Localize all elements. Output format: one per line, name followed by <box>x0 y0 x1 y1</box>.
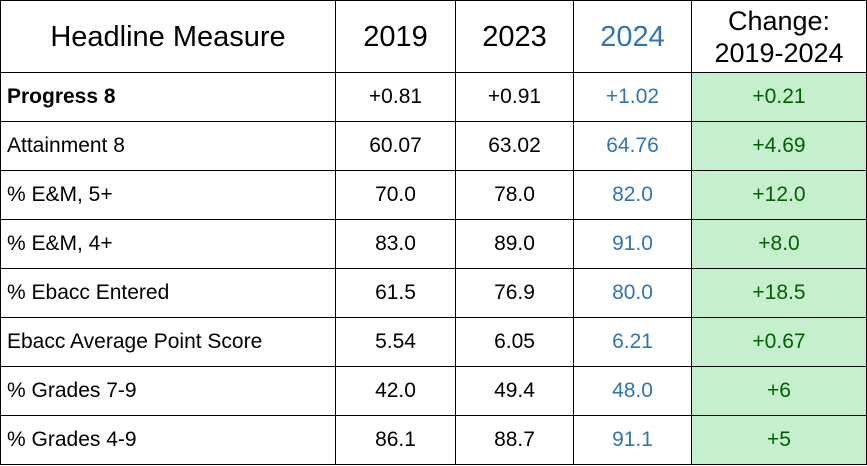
cell-measure: % Grades 4-9 <box>0 415 336 465</box>
cell-2019: 61.5 <box>335 268 456 318</box>
table-row: Ebacc Average Point Score 5.54 6.05 6.21… <box>0 317 867 367</box>
cell-2024: +1.02 <box>573 72 692 122</box>
header-change-line1: Change: <box>727 5 831 36</box>
cell-2019: 86.1 <box>335 415 456 465</box>
cell-change: +0.21 <box>691 72 867 122</box>
cell-2024: 91.0 <box>573 219 692 269</box>
table-row: % E&M, 4+ 83.0 89.0 91.0 +8.0 <box>0 219 867 269</box>
cell-measure: Attainment 8 <box>0 121 336 171</box>
cell-2019: 60.07 <box>335 121 456 171</box>
header-change-line2: 2019-2024 <box>714 37 844 68</box>
header-2023: 2023 <box>455 0 574 73</box>
header-row: Headline Measure 2019 2023 2024 Change: … <box>0 0 867 73</box>
cell-change: +18.5 <box>691 268 867 318</box>
cell-change: +5 <box>691 415 867 465</box>
header-2019: 2019 <box>335 0 456 73</box>
cell-2019: 42.0 <box>335 366 456 416</box>
cell-2024: 6.21 <box>573 317 692 367</box>
table-row: % Grades 4-9 86.1 88.7 91.1 +5 <box>0 415 867 465</box>
cell-2024: 80.0 <box>573 268 692 318</box>
cell-2024: 64.76 <box>573 121 692 171</box>
header-2024: 2024 <box>573 0 692 73</box>
cell-2023: +0.91 <box>455 72 574 122</box>
cell-measure: Ebacc Average Point Score <box>0 317 336 367</box>
cell-measure: % Grades 7-9 <box>0 366 336 416</box>
table-row: % E&M, 5+ 70.0 78.0 82.0 +12.0 <box>0 170 867 220</box>
cell-2019: 83.0 <box>335 219 456 269</box>
table-row: % Ebacc Entered 61.5 76.9 80.0 +18.5 <box>0 268 867 318</box>
cell-2024: 82.0 <box>573 170 692 220</box>
cell-2019: 5.54 <box>335 317 456 367</box>
header-measure: Headline Measure <box>0 0 336 73</box>
cell-2023: 6.05 <box>455 317 574 367</box>
cell-2019: +0.81 <box>335 72 456 122</box>
cell-2023: 49.4 <box>455 366 574 416</box>
cell-2023: 78.0 <box>455 170 574 220</box>
cell-measure: Progress 8 <box>0 72 336 122</box>
table-row: Progress 8 +0.81 +0.91 +1.02 +0.21 <box>0 72 867 122</box>
cell-2023: 88.7 <box>455 415 574 465</box>
cell-change: +0.67 <box>691 317 867 367</box>
table-body: Progress 8 +0.81 +0.91 +1.02 +0.21 Attai… <box>0 72 867 465</box>
cell-change: +4.69 <box>691 121 867 171</box>
cell-2024: 91.1 <box>573 415 692 465</box>
cell-change: +6 <box>691 366 867 416</box>
cell-2023: 76.9 <box>455 268 574 318</box>
cell-measure: % E&M, 5+ <box>0 170 336 220</box>
cell-change: +8.0 <box>691 219 867 269</box>
cell-change: +12.0 <box>691 170 867 220</box>
cell-2024: 48.0 <box>573 366 692 416</box>
cell-2023: 89.0 <box>455 219 574 269</box>
table-row: Attainment 8 60.07 63.02 64.76 +4.69 <box>0 121 867 171</box>
table-row: % Grades 7-9 42.0 49.4 48.0 +6 <box>0 366 867 416</box>
cell-2019: 70.0 <box>335 170 456 220</box>
cell-measure: % Ebacc Entered <box>0 268 336 318</box>
header-change: Change: 2019-2024 <box>691 0 867 73</box>
cell-measure: % E&M, 4+ <box>0 219 336 269</box>
cell-2023: 63.02 <box>455 121 574 171</box>
